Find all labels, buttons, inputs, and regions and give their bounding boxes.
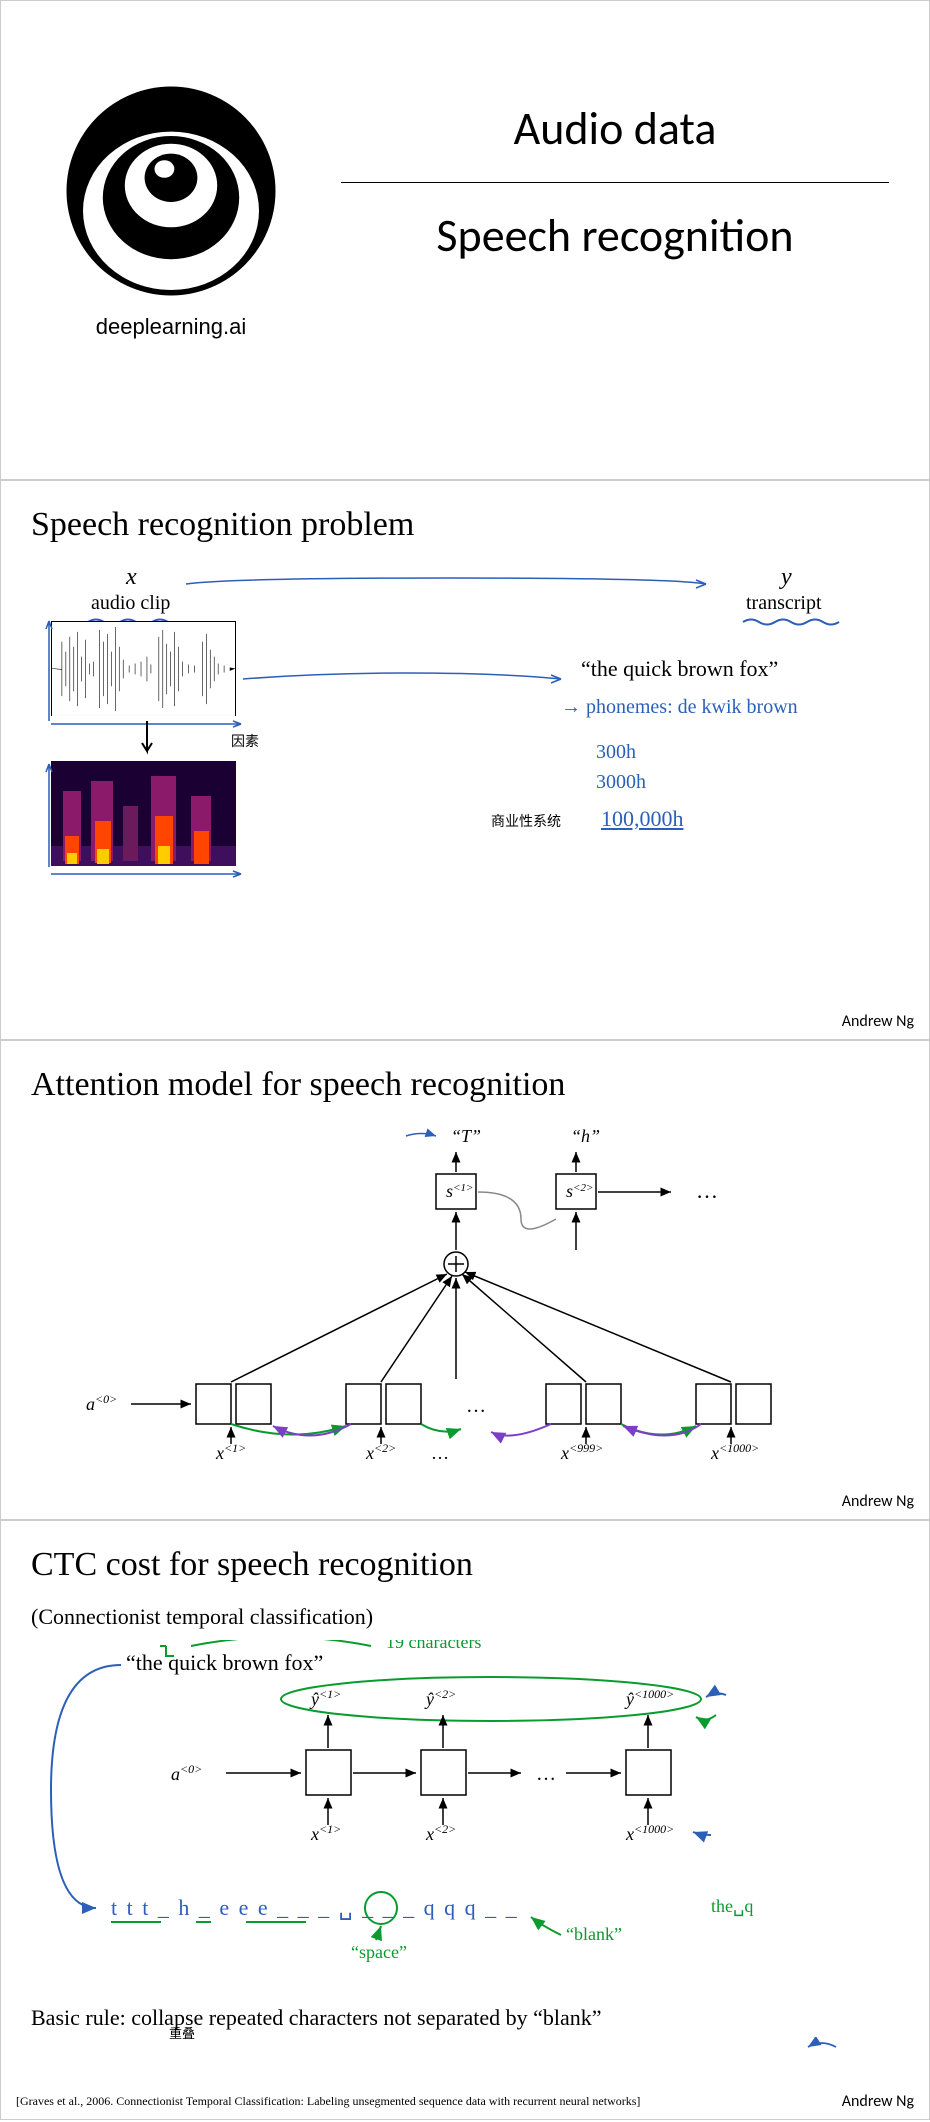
slide-title-text: Attention model for speech recognition (31, 1066, 899, 1104)
logo-area: deeplearning.ai (61, 81, 281, 340)
svg-text:x<1000>: x<1000> (625, 1822, 674, 1844)
rule-arrow-icon (801, 2037, 841, 2057)
author-text: Andrew Ng (842, 2092, 914, 2111)
svg-text:ŷ<1000>: ŷ<1000> (624, 1687, 674, 1709)
deeplearning-logo-icon (61, 81, 281, 301)
dots-encoder: … (466, 1395, 486, 1417)
dots-output: … (696, 1178, 718, 1203)
slide-title-text: CTC cost for speech recognition (31, 1546, 899, 1584)
chinese-annotation-2: 商业性系统 (491, 811, 561, 831)
encoder-pair-2 (346, 1384, 421, 1424)
title-category: Audio data (341, 101, 889, 157)
waveform-image (51, 621, 236, 716)
encoder-pair-1000 (696, 1384, 771, 1424)
ctc-sequence: t t t _ h _ e e e _ _ _ ␣ _ _ _ q q q _ … (111, 1895, 519, 1920)
title-main: Speech recognition (341, 208, 889, 264)
blank-label: “blank” (566, 1924, 622, 1944)
chars-annotation: 19 characters (386, 1640, 481, 1652)
chinese-annotation: 重叠 (169, 2023, 195, 2042)
encoder-pair-999 (546, 1384, 621, 1424)
arrow-xy-icon (181, 572, 721, 592)
svg-text:x<1>: x<1> (215, 1441, 246, 1463)
ctc-diagram: “the quick brown fox” 19 characters ŷ<1>… (31, 1640, 901, 1990)
svg-text:ŷ<2>: ŷ<2> (424, 1687, 456, 1709)
result-text: the␣q (711, 1896, 753, 1917)
y-label: transcript (746, 592, 822, 615)
svg-text:…: … (431, 1443, 449, 1463)
slide-attention: Attention model for speech recognition “… (0, 1040, 930, 1520)
spectrogram-yaxis-icon (39, 759, 54, 871)
subtitle-text: (Connectionist temporal classification) (31, 1604, 899, 1630)
quote-text: “the quick brown fox” (581, 656, 778, 682)
phonemes-annotation: → phonemes: de kwik brown (561, 696, 798, 719)
x-label: audio clip (91, 592, 170, 615)
y-symbol: y (781, 564, 792, 591)
arrow-quote-icon (241, 669, 571, 687)
svg-text:x<2>: x<2> (365, 1441, 396, 1463)
svg-text:a<0>: a<0> (171, 1762, 202, 1784)
x-symbol: x (126, 564, 137, 591)
hours-300: 300h (596, 741, 636, 764)
svg-text:a<0>: a<0> (86, 1392, 117, 1414)
spectrogram-image (51, 761, 236, 866)
down-arrow-icon (137, 719, 157, 759)
svg-text:x<2>: x<2> (425, 1822, 456, 1844)
wavy-underline-icon (741, 616, 851, 628)
svg-text:x<999>: x<999> (560, 1441, 603, 1463)
author-text: Andrew Ng (842, 1012, 914, 1031)
chinese-annotation-1: 因素 (231, 731, 259, 751)
hours-3000: 3000h (596, 771, 646, 794)
title-area: Audio data Speech recognition (341, 101, 889, 264)
slide-ctc: CTC cost for speech recognition (Connect… (0, 1520, 930, 2120)
output-t-label: “T” (451, 1126, 481, 1146)
svg-text:…: … (536, 1763, 556, 1785)
waveform-yaxis-icon (39, 616, 54, 724)
logo-text: deeplearning.ai (61, 314, 281, 340)
encoder-pair-1 (196, 1384, 271, 1424)
svg-text:x<1000>: x<1000> (710, 1441, 759, 1463)
attention-diagram: “T” “h” s<1> s<2> … … (31, 1124, 901, 1494)
hours-100000: 100,000h (601, 806, 684, 832)
svg-text:ŷ<1>: ŷ<1> (309, 1687, 341, 1709)
title-divider (341, 182, 889, 183)
citation-text: [Graves et al., 2006. Connectionist Temp… (16, 2094, 640, 2109)
slide-problem: Speech recognition problem x y audio cli… (0, 480, 930, 1040)
basic-rule-text: Basic rule: collapse repeated characters… (31, 2005, 899, 2031)
svg-text:x<1>: x<1> (310, 1822, 341, 1844)
quote-text: “the quick brown fox” (126, 1650, 323, 1675)
spectrogram-xaxis-icon (49, 867, 249, 881)
space-label: “space” (351, 1942, 407, 1962)
output-h-label: “h” (571, 1126, 600, 1146)
author-text: Andrew Ng (842, 1492, 914, 1511)
slide-title-text: Speech recognition problem (31, 506, 899, 544)
slide-title: deeplearning.ai Audio data Speech recogn… (0, 0, 930, 480)
